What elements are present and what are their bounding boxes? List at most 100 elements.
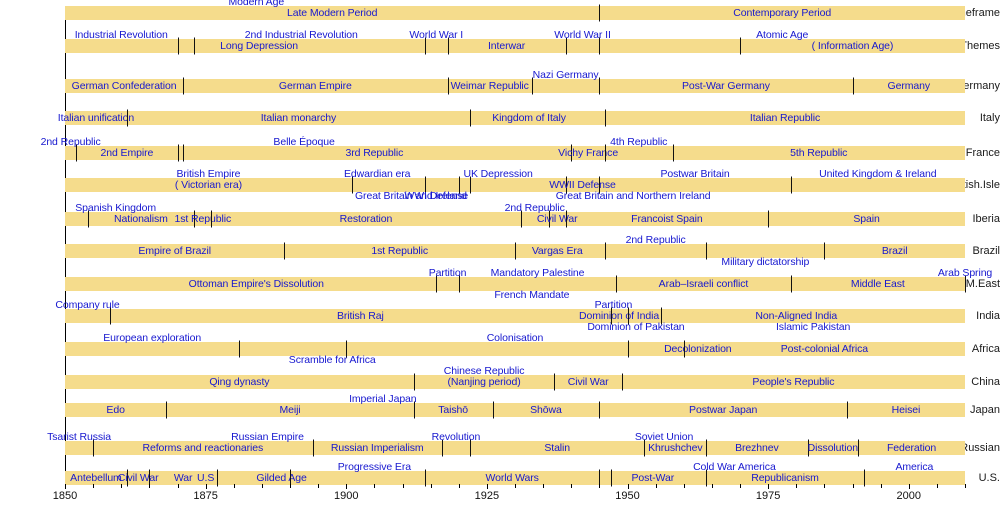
x-axis-tick-label: 1875 xyxy=(193,490,218,502)
band-separator xyxy=(239,340,241,358)
timeline-event-label: Russian Empire xyxy=(231,431,304,443)
x-axis-minor-tick xyxy=(852,484,854,488)
timeline-event-label: Italian monarchy xyxy=(260,112,337,124)
band-separator xyxy=(470,176,471,194)
timeline-event-label: WWI Defense xyxy=(404,190,469,202)
band-separator xyxy=(149,469,151,487)
timeline-event-label: Contemporary Period xyxy=(733,7,832,19)
timeline-event-label: European exploration xyxy=(103,332,202,344)
timeline-bar xyxy=(65,178,965,192)
x-axis-minor-tick xyxy=(458,484,460,488)
timeline-event-label: Arab Spring xyxy=(937,267,993,279)
band-separator xyxy=(661,307,663,325)
band-separator xyxy=(807,439,809,457)
band-separator xyxy=(846,401,848,419)
timeline-event-label: 1st Republic xyxy=(371,245,428,257)
timeline-event-label: Ottoman Empire's Dissolution xyxy=(188,278,324,290)
x-axis-minor-tick xyxy=(261,484,263,488)
x-axis-minor-tick xyxy=(233,484,235,488)
timeline-event-label: Company rule xyxy=(55,299,120,311)
timeline-event-label: Reforms and reactionaries xyxy=(142,442,264,454)
x-axis-tick-label: 1850 xyxy=(52,490,78,502)
band-separator xyxy=(166,401,168,419)
timeline-event-label: Atomic Age xyxy=(756,29,809,41)
band-separator xyxy=(740,37,741,55)
row-label-brazil: Brazil xyxy=(972,245,1000,257)
timeline-bar xyxy=(65,441,965,455)
band-separator xyxy=(599,37,601,55)
band-separator xyxy=(616,275,618,293)
x-axis-tick-label: 2000 xyxy=(896,490,921,502)
timeline-event-label: UK Depression xyxy=(463,168,533,180)
band-separator xyxy=(627,307,629,325)
timeline-event-label: Civil War xyxy=(117,472,159,484)
timeline-event-label: Brazil xyxy=(881,245,908,257)
band-separator xyxy=(351,176,353,194)
x-axis-tick-label: 1925 xyxy=(474,490,500,502)
x-axis-tick-label: 1900 xyxy=(334,490,359,502)
x-axis-tick xyxy=(486,484,488,489)
timeline-event-label: Republicanism xyxy=(751,472,819,484)
row-label-france: France xyxy=(965,147,1000,159)
band-separator xyxy=(177,144,179,162)
band-separator xyxy=(312,439,314,457)
timeline-bar xyxy=(65,212,965,226)
band-separator xyxy=(93,439,95,457)
band-separator xyxy=(565,176,567,194)
timeline-event-label: Nationalism xyxy=(114,213,168,225)
timeline-event-label: Partition xyxy=(594,299,633,311)
band-separator xyxy=(441,439,443,457)
band-separator xyxy=(672,144,674,162)
timeline-bar xyxy=(65,6,965,20)
timeline-event-label: Dissolution xyxy=(807,442,858,454)
band-separator xyxy=(520,210,522,228)
band-separator xyxy=(610,307,612,325)
timeline-event-label: Military dictatorship xyxy=(721,256,810,268)
row-label-africa: Africa xyxy=(971,343,1000,355)
x-axis-minor-tick xyxy=(402,484,404,488)
timeline-event-label: 2nd Empire xyxy=(100,147,154,159)
timeline-event-label: British Empire xyxy=(176,168,241,180)
timeline-event-label: Belle Époque xyxy=(273,136,335,148)
band-separator xyxy=(790,275,792,293)
timeline-event-label: Revolution xyxy=(431,431,481,443)
x-axis-tick xyxy=(65,484,66,489)
row-label-italy: Italy xyxy=(979,112,1000,124)
timeline-event-label: Dominion of India xyxy=(579,310,660,322)
x-axis-minor-tick xyxy=(796,484,798,488)
timeline-event-label: Vichy France xyxy=(558,147,619,159)
band-separator xyxy=(470,439,471,457)
timeline-event-label: Heisei xyxy=(891,404,921,416)
timeline-event-label: Vargas Era xyxy=(531,245,583,257)
timeline-event-label: Post-War xyxy=(631,472,675,484)
timeline-bar xyxy=(65,111,965,125)
timeline-event-label: Long Depression xyxy=(220,40,299,52)
x-axis-tick-label: 1975 xyxy=(755,490,781,502)
band-separator xyxy=(177,37,179,55)
timeline-bar xyxy=(65,403,965,417)
row-label-iberia: Iberia xyxy=(972,213,1000,225)
timeline-event-label: World War I xyxy=(409,29,464,41)
timeline-event-label: 2nd Republic xyxy=(40,136,101,148)
x-axis-minor-tick xyxy=(543,484,545,488)
timeline-bar xyxy=(65,79,965,93)
timeline-event-label: 3rd Republic xyxy=(345,147,404,159)
timeline-event-label: Nazi Germany xyxy=(532,69,599,81)
row-label-u-s-: U.S. xyxy=(978,472,1000,484)
band-separator xyxy=(183,77,185,95)
timeline-bar xyxy=(65,342,965,356)
x-axis-minor-tick xyxy=(571,484,573,488)
band-separator xyxy=(683,340,685,358)
band-separator xyxy=(605,109,606,127)
band-separator xyxy=(531,77,533,95)
timeline-event-label: Soviet Union xyxy=(634,431,694,443)
timeline-event-label: Italian Republic xyxy=(749,112,821,124)
timeline-event-label: French Mandate xyxy=(494,289,570,301)
timeline-event-label: Spanish Kingdom xyxy=(75,202,157,214)
band-separator xyxy=(599,401,601,419)
band-separator xyxy=(470,109,471,127)
band-separator xyxy=(413,373,415,391)
timeline-event-label: Decolonization xyxy=(664,343,732,355)
row-label-themes: Themes xyxy=(960,40,1000,52)
